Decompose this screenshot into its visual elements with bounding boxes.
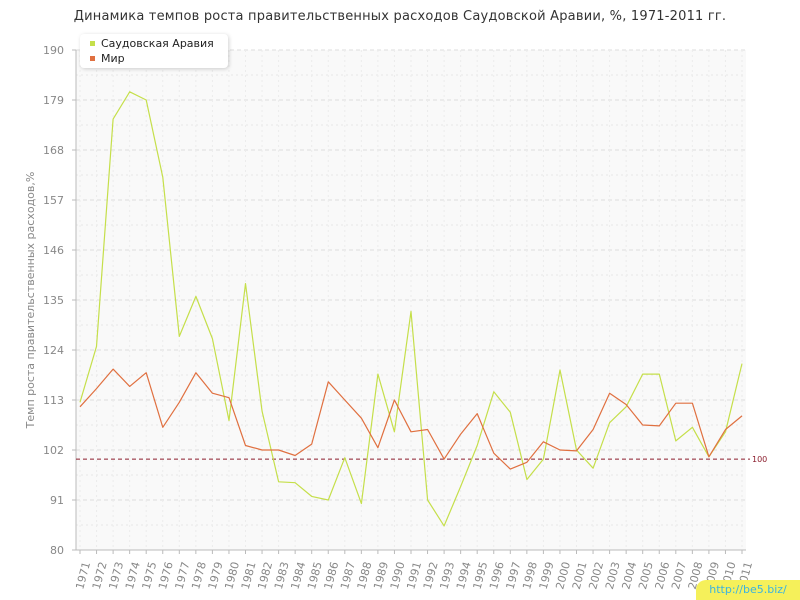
legend[interactable]: Саудовская Аравия Мир (80, 34, 228, 68)
reference-line-group: 100 (76, 455, 767, 464)
y-tick-label: 157 (43, 194, 64, 207)
grid (76, 49, 746, 551)
legend-swatch-saudi-arabia (90, 40, 95, 46)
legend-swatch-world (90, 55, 95, 61)
y-tick-label: 102 (43, 444, 64, 457)
reference-line-label: 100 (752, 455, 767, 464)
chart-title: Динамика темпов роста правительственных … (73, 9, 727, 24)
y-tick-label: 91 (50, 494, 64, 507)
y-tick-label: 190 (43, 44, 64, 57)
watermark-link[interactable]: http://be5.biz/ (696, 580, 800, 600)
series-line-saudi-arabia (79, 91, 743, 527)
series-group (79, 91, 743, 527)
y-tick-label: 113 (43, 394, 64, 407)
y-tick-label: 168 (43, 144, 64, 157)
series-line-world (79, 368, 743, 470)
y-tick-label: 179 (43, 94, 64, 107)
y-tick-label: 135 (43, 294, 64, 307)
y-tick-label: 80 (50, 544, 64, 557)
y-tick-label: 146 (43, 244, 64, 257)
legend-label-world: Мир (101, 52, 125, 65)
legend-item-world[interactable]: Мир (90, 52, 125, 66)
y-tick-label: 124 (43, 344, 64, 357)
legend-label-saudi-arabia: Саудовская Аравия (101, 37, 214, 50)
legend-item-saudi-arabia[interactable]: Саудовская Аравия (90, 37, 214, 51)
y-axis-title: Темп роста правительственных расходов,% (24, 172, 37, 430)
axes (72, 49, 746, 554)
